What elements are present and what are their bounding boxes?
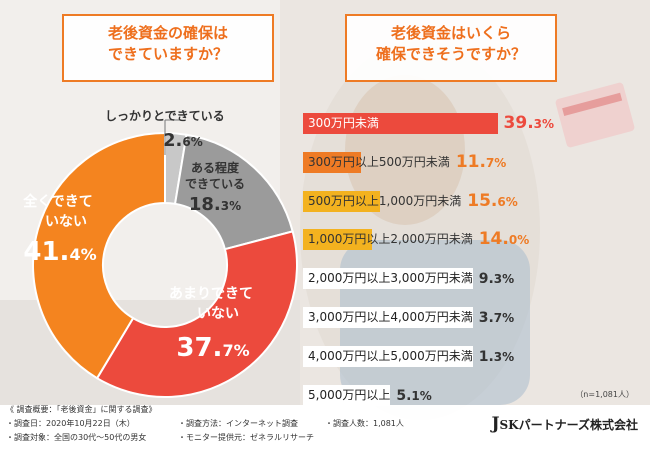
survey-heading: 《 調査概要：「老後資金」に関する調査》 (6, 405, 157, 414)
question-right-line-1: 老後資金はいくら (390, 24, 511, 42)
bar-label-2: 500万円以上1,000万円未満 (308, 193, 462, 208)
pie-label-somewhat-2: できている (185, 177, 245, 191)
survey-provider: ・モニター提供元：ゼネラルリサーチ (178, 433, 314, 442)
pie-label-not-at-all-1: 全くできて (22, 193, 93, 210)
pie-label-not-at-all-2: いない (45, 214, 87, 230)
bar-1 (303, 151, 361, 173)
bar-value-4: 9.3% (478, 271, 515, 288)
footer (0, 405, 650, 450)
pie-value-somewhat: 18.3% (189, 194, 241, 215)
pie-label-not-much-2: いない (197, 306, 239, 322)
pie-value-not-much: 37.7% (176, 333, 249, 363)
bar-2 (303, 190, 381, 212)
value-tail: 4% (69, 245, 96, 264)
question-left-line-2: できていますか？ (107, 45, 228, 63)
survey-method: ・調査方法：インターネット調査 (178, 419, 298, 428)
bar-label-4: 2,000万円以上3,000万円未満 (303, 268, 473, 290)
company-initial: J (491, 414, 500, 434)
value-tail: 6% (182, 135, 202, 149)
pie-slice-2 (95, 230, 298, 398)
pie-label-firmly: しっかりとできている (105, 109, 225, 123)
value-tail: 7% (222, 341, 249, 360)
pie-value-not-at-all: 41.4% (23, 237, 96, 267)
survey-date: ・調査日：2020年10月22日（木） (6, 419, 135, 428)
value-main: 2. (163, 130, 182, 151)
pie-label-not-much-1: あまりできて (169, 286, 253, 302)
bar-value-3: 14.0% (478, 229, 530, 250)
pie-label-somewhat-1: ある程度 (191, 160, 240, 175)
bar-value-5: 3.7% (478, 310, 515, 326)
bar-label-1: 300万円以上500万円未満 (308, 154, 450, 169)
survey-count: ・調査人数：1,081人 (325, 419, 404, 428)
bar-label-7: 5,000万円以上 (303, 384, 391, 406)
question-right-line-2: 確保できそうですか？ (375, 45, 526, 63)
sample-size-note: （n=1,081人） (575, 390, 634, 399)
question-box-left: 老後資金の確保は できていますか？ (62, 14, 274, 82)
survey-target: ・調査対象：全国の30代～50代の男女 (6, 433, 147, 442)
value-main: 41. (23, 237, 69, 267)
bar-0 (303, 113, 498, 134)
pie-slice-1 (173, 133, 294, 251)
question-left-line-1: 老後資金の確保は (107, 24, 228, 42)
bar-label-5: 3,000万円以上4,000万円未満 (303, 307, 473, 328)
company-logo: JSKパートナーズ株式会社 (491, 414, 638, 434)
company-name: SKパートナーズ株式会社 (499, 418, 639, 432)
bar-value-7: 5.1% (396, 387, 432, 404)
bar-value-0: 39.3% (503, 113, 555, 133)
bar-3 (303, 229, 373, 251)
pie-slice-3 (32, 131, 166, 380)
question-box-right: 老後資金はいくら 確保できそうですか？ (345, 14, 557, 82)
bar-value-6: 1.3% (478, 348, 515, 365)
value-tail: 3% (221, 199, 241, 213)
bar-value-1: 11.7% (455, 151, 507, 172)
bar-label-0: 300万円未満 (308, 116, 379, 130)
value-main: 18. (189, 194, 221, 215)
bar-label-3: 1,000万円以上2,000万円未満 (308, 232, 473, 247)
bar-label-6: 4,000万円以上5,000万円未満 (303, 345, 473, 367)
bar-value-2: 15.6% (467, 190, 518, 211)
pie-value-firmly: 2.6% (163, 130, 203, 151)
value-main: 37. (176, 333, 222, 363)
